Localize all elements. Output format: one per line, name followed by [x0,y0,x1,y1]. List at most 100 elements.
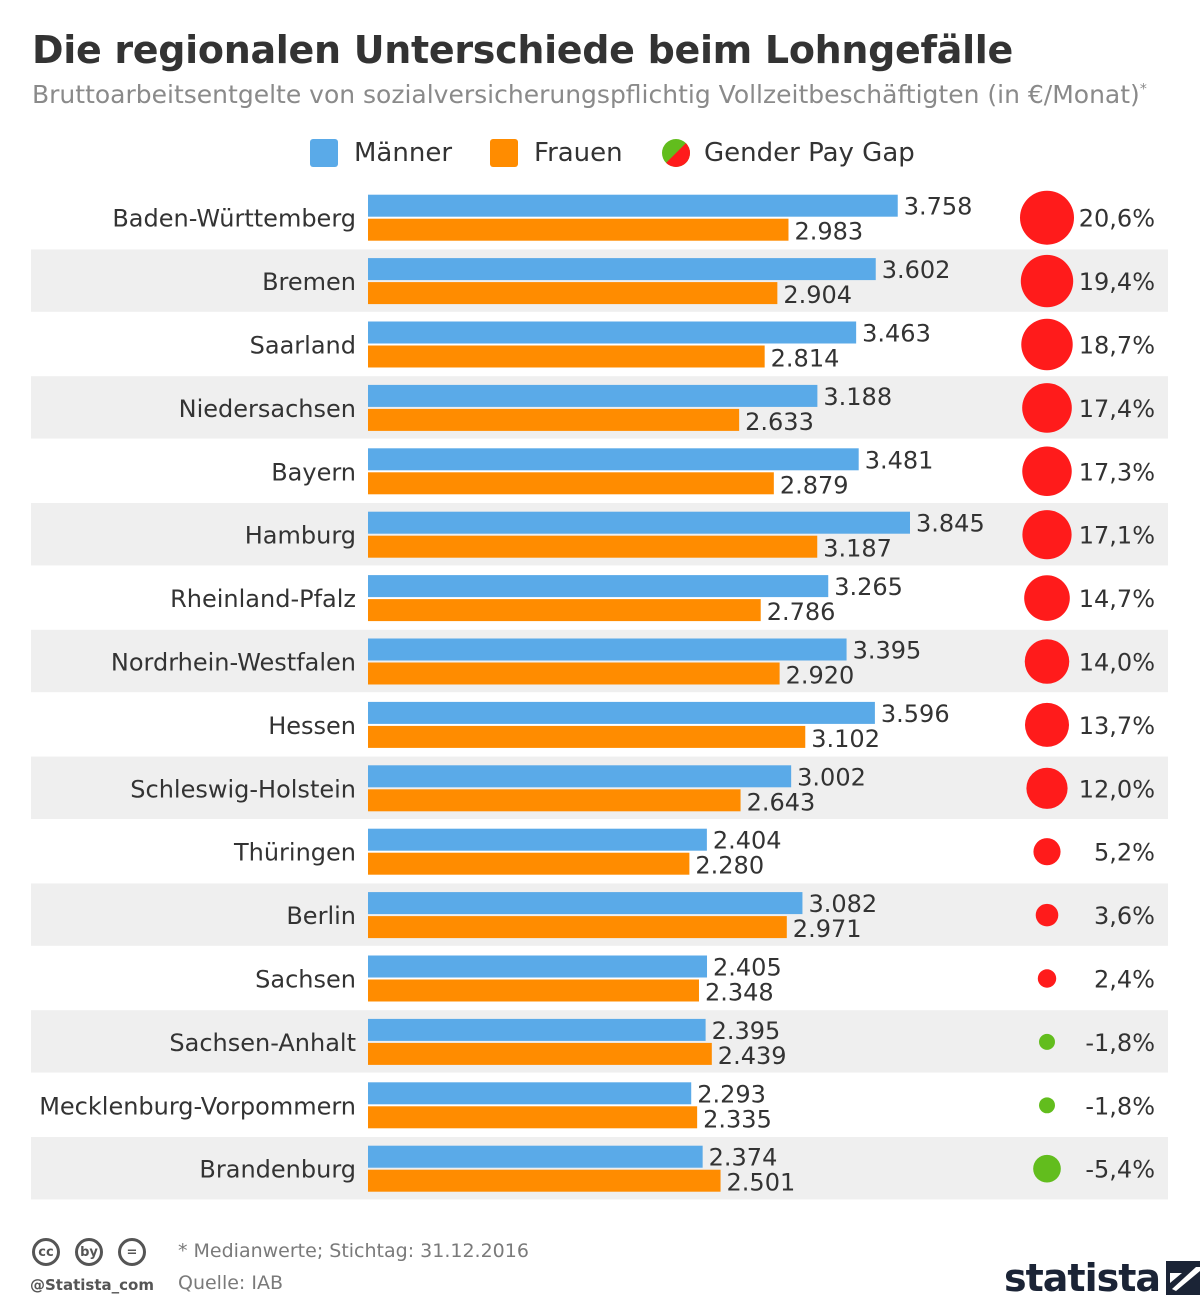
value-label-women: 2.348 [705,979,774,1007]
value-label-women: 2.786 [767,598,836,626]
bar-women [368,472,774,495]
statista-logo-icon [1166,1261,1200,1295]
category-label: Sachsen [255,966,356,994]
value-label-men: 2.374 [709,1144,778,1172]
value-label-women: 2.904 [783,281,852,309]
value-label-women: 2.983 [794,218,863,246]
gap-circle [1022,383,1072,433]
category-label: Nordrhein-Westfalen [111,649,356,677]
gap-circle [1022,446,1072,497]
bar-men [368,321,857,344]
gap-circle [1039,1033,1055,1050]
gap-circle [1035,903,1059,927]
legend-label-men: Männer [354,138,453,168]
cc-attribution-icon: by [75,1238,103,1266]
category-label: Thüringen [233,839,356,867]
category-label: Mecklenburg-Vorpommern [39,1092,356,1120]
legend-item-gap: Gender Pay Gap [662,136,915,170]
subtitle-footnote-marker: * [1139,81,1147,98]
gap-circle [1026,767,1068,809]
value-label-women: 2.335 [703,1105,772,1133]
bar-men [368,1018,706,1041]
value-label-men: 3.602 [882,256,951,284]
value-label-women: 2.439 [718,1042,787,1070]
bar-men [368,1145,703,1168]
bar-women [368,1042,712,1065]
bar-men [368,955,708,978]
bar-women [368,408,740,431]
bar-men [368,575,829,598]
bar-men [368,892,803,915]
bar-women [368,852,690,875]
gap-circle [1020,254,1074,308]
value-label-men: 3.596 [881,700,950,728]
bar-women [368,345,765,368]
bar-men [368,701,875,724]
gap-value-label: 18,7% [1079,332,1155,360]
category-label: Bayern [271,458,356,486]
footer-note: * Medianwerte; Stichtag: 31.12.2016 [178,1240,529,1262]
bar-women [368,1106,698,1129]
value-label-women: 2.879 [780,471,849,499]
gap-value-label: -1,8% [1085,1029,1155,1057]
bar-women [368,535,818,558]
chart-subtitle: Bruttoarbeitsentgelte von sozialversiche… [32,80,1147,109]
category-label: Hamburg [245,522,356,550]
footer-source: Quelle: IAB [178,1272,284,1294]
bar-men [368,765,792,788]
value-label-women: 2.920 [786,662,855,690]
gap-circle [1024,575,1070,621]
bar-women [368,282,778,305]
value-label-women: 2.814 [771,345,840,373]
value-label-men: 2.404 [713,827,782,855]
category-label: Bremen [262,268,356,296]
value-label-men: 3.481 [865,446,934,474]
category-label: Baden-Württemberg [112,205,356,233]
legend-label-women: Frauen [534,138,623,168]
value-label-men: 3.395 [853,637,922,665]
bar-women [368,789,741,812]
statista-logo: statista [1004,1256,1200,1300]
value-label-men: 3.265 [834,573,903,601]
gap-value-label: 5,2% [1094,839,1155,867]
gap-circle [1022,510,1072,560]
chart-title: Die regionalen Unterschiede beim Lohngef… [32,28,1013,72]
cc-license-icon: cc [32,1238,60,1266]
bar-men [368,511,910,534]
gap-value-label: 14,0% [1079,649,1155,677]
gap-circle [1024,702,1070,747]
bar-men [368,828,707,851]
value-label-women: 2.280 [695,852,764,880]
value-label-women: 3.102 [811,725,880,753]
gap-circle [1033,838,1061,866]
value-label-men: 2.293 [697,1080,766,1108]
bar-men [368,384,818,407]
subtitle-text: Bruttoarbeitsentgelte von sozialversiche… [32,80,1140,109]
bar-women [368,916,787,939]
category-label: Saarland [250,332,356,360]
bar-men [368,638,847,661]
gap-circle [1020,190,1074,245]
gap-circle [1024,639,1070,684]
gap-circle [1037,969,1057,988]
category-label: Hessen [268,712,356,740]
gender-gap-legend-icon [662,139,690,167]
bar-men [368,448,859,471]
value-label-women: 3.187 [823,535,892,563]
value-label-men: 3.002 [797,763,866,791]
legend-item-men: Männer [310,136,452,170]
bar-women [368,662,780,685]
value-label-women: 2.643 [747,788,816,816]
bar-women [368,979,699,1002]
legend-label-gap: Gender Pay Gap [704,138,915,168]
gap-value-label: 20,6% [1079,205,1155,233]
legend-swatch-women [490,139,518,167]
category-label: Rheinland-Pfalz [170,585,356,613]
cc-noderivs-icon: = [118,1238,146,1266]
bar-women [368,725,806,748]
bar-men [368,1082,692,1105]
category-label: Berlin [286,902,356,930]
gap-value-label: 19,4% [1079,268,1155,296]
bar-men [368,258,876,281]
